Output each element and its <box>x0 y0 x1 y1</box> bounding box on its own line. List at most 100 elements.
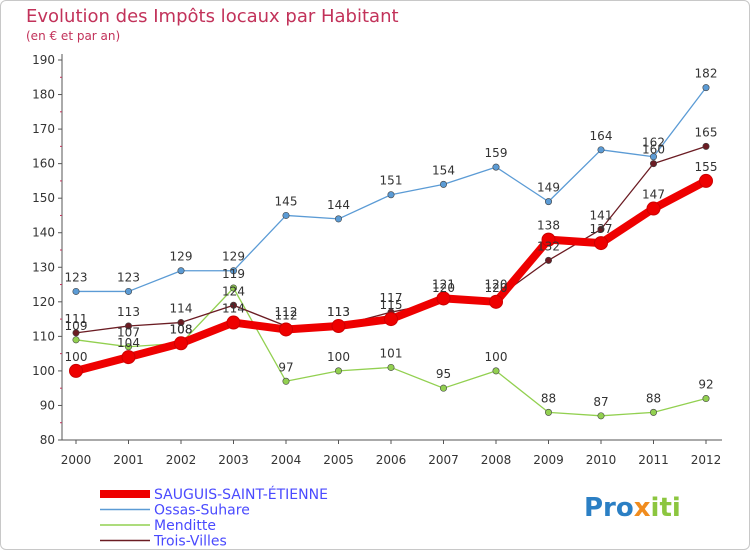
data-point <box>492 367 500 375</box>
x-tick-label: 2000 <box>61 453 92 467</box>
data-labels: 123 123 129 129 145 144 151 154 159 149 164 162 182 1… <box>65 67 718 409</box>
data-point <box>72 329 80 337</box>
data-label: 129 <box>170 250 193 264</box>
data-point <box>125 287 133 295</box>
x-tick-label: 2001 <box>113 453 144 467</box>
data-point <box>646 201 661 216</box>
data-point <box>649 408 657 416</box>
legend-label: Ossas-Suhare <box>154 503 250 519</box>
data-label: 141 <box>590 208 613 222</box>
data-point <box>436 291 451 306</box>
data-label: 113 <box>327 305 350 319</box>
data-point <box>702 395 710 403</box>
data-label: 182 <box>695 67 718 81</box>
data-point <box>72 336 80 344</box>
x-tick-label: 2007 <box>428 453 459 467</box>
data-point <box>125 322 133 330</box>
data-label: 165 <box>695 125 718 139</box>
chart-subtitle: (en € et par an) <box>26 29 120 43</box>
data-label: 112 <box>275 305 298 319</box>
data-point <box>174 336 188 351</box>
data-point <box>230 284 238 292</box>
data-point <box>702 84 710 92</box>
data-point <box>69 363 83 378</box>
data-label: 123 <box>65 270 88 284</box>
data-label: 155 <box>695 160 718 174</box>
data-label: 154 <box>432 163 455 177</box>
data-label: 120 <box>485 277 508 291</box>
y-tick-label: 180 <box>32 88 55 102</box>
data-label: 107 <box>117 326 140 340</box>
data-label: 160 <box>642 143 665 157</box>
data-label: 109 <box>65 319 88 333</box>
data-point <box>387 191 395 199</box>
data-label: 100 <box>327 350 350 364</box>
data-point <box>125 343 133 351</box>
x-tick-label: 2005 <box>323 453 354 467</box>
legend-label: SAUGUIS-SAINT-ÉTIENNE <box>154 486 328 503</box>
data-label: 104 <box>117 336 140 350</box>
data-label: 121 <box>432 277 455 291</box>
data-point <box>387 363 395 371</box>
data-label: 114 <box>222 302 245 316</box>
data-label: 164 <box>590 129 613 143</box>
data-label: 95 <box>436 367 451 381</box>
data-point <box>121 350 136 365</box>
y-tick-label: 150 <box>32 191 55 205</box>
legend: SAUGUIS-SAINT-ÉTIENNEOssas-SuhareMenditt… <box>100 486 328 550</box>
data-point <box>702 142 710 150</box>
data-point <box>439 180 447 188</box>
data-label: 132 <box>537 239 560 253</box>
data-point <box>541 232 556 247</box>
series-ossas-suhare <box>72 84 710 295</box>
data-label: 97 <box>278 360 293 374</box>
series-layer <box>69 84 713 420</box>
data-label: 119 <box>222 267 245 281</box>
y-tick-label: 160 <box>32 157 55 171</box>
chart-title: Evolution des Impôts locaux par Habitant <box>26 6 399 27</box>
data-point <box>544 256 552 264</box>
data-point <box>489 294 503 309</box>
data-label: 108 <box>170 322 193 336</box>
data-label: 120 <box>485 281 508 295</box>
data-label: 113 <box>117 305 140 319</box>
y-tick-label: 90 <box>40 398 55 412</box>
data-point <box>384 312 398 327</box>
x-tick-label: 2008 <box>481 453 512 467</box>
data-label: 114 <box>170 302 193 316</box>
data-point <box>334 215 342 223</box>
data-point <box>279 322 293 337</box>
data-label: 87 <box>593 395 608 409</box>
data-label: 159 <box>485 146 508 160</box>
data-label: 149 <box>537 181 560 195</box>
y-tick-label: 80 <box>40 433 55 447</box>
data-point <box>331 319 346 333</box>
y-tick-label: 120 <box>32 295 55 309</box>
data-point <box>334 367 342 375</box>
data-point <box>177 267 185 275</box>
data-label: 138 <box>537 219 560 233</box>
data-label: 129 <box>222 250 245 264</box>
data-label: 117 <box>380 291 403 305</box>
x-tick-label: 2009 <box>533 453 564 467</box>
data-label: 123 <box>117 270 140 284</box>
data-point <box>177 319 185 327</box>
x-tick-label: 2004 <box>271 453 302 467</box>
data-label: 115 <box>380 298 403 312</box>
y-tick-label: 190 <box>32 53 55 67</box>
series-sauguis-saint-etienne <box>69 173 713 378</box>
data-label: 111 <box>65 312 88 326</box>
data-label: 100 <box>485 350 508 364</box>
x-tick-label: 2002 <box>166 453 197 467</box>
data-label: 101 <box>380 346 403 360</box>
data-point <box>594 236 608 251</box>
y-tick-label: 100 <box>32 364 55 378</box>
data-point <box>492 163 500 171</box>
x-tick-label: 2012 <box>691 453 722 467</box>
data-label: 120 <box>432 281 455 295</box>
data-point <box>439 384 447 392</box>
y-tick-label: 130 <box>32 260 55 274</box>
data-label: 100 <box>65 350 88 364</box>
data-point <box>597 412 605 420</box>
